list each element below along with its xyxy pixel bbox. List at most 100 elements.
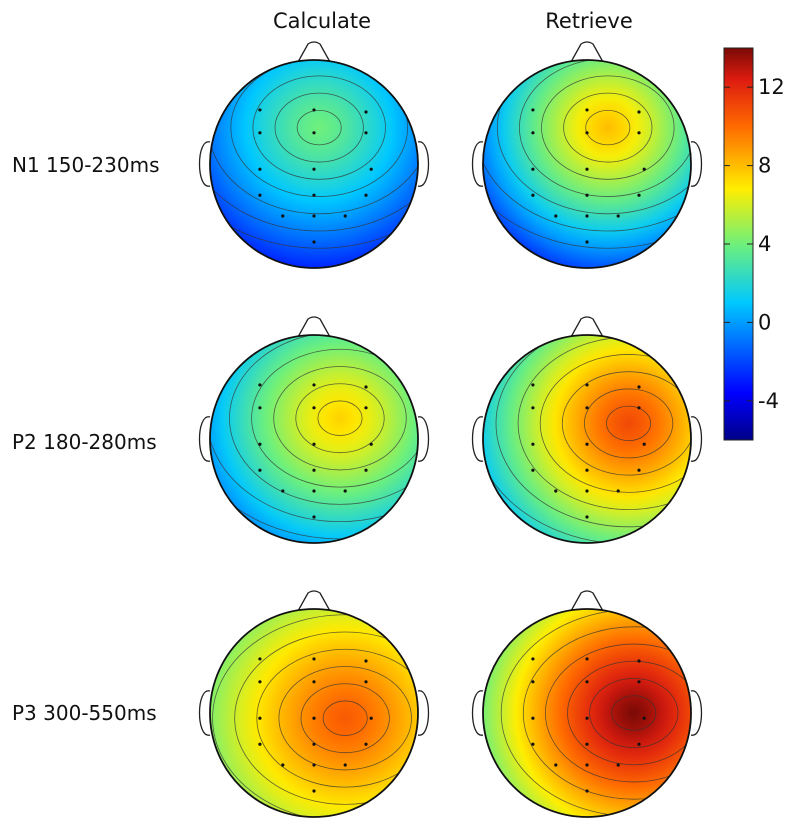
electrode-dot xyxy=(585,442,589,446)
contour-line xyxy=(496,60,691,215)
contour-line xyxy=(274,92,364,163)
electrode-dot xyxy=(637,406,641,410)
contour-line xyxy=(229,335,418,505)
electrode-dot xyxy=(585,383,589,387)
right-ear-outline xyxy=(690,416,703,462)
contour-line xyxy=(483,60,691,232)
electrode-dot xyxy=(585,240,589,244)
electrode-dot xyxy=(364,742,368,746)
electrode-dot xyxy=(312,108,316,112)
electrode-dot xyxy=(312,489,316,493)
potential-field xyxy=(483,335,691,543)
electrode-dot xyxy=(531,406,535,410)
electrode-dot xyxy=(364,131,368,135)
electrode-dot xyxy=(585,193,589,197)
electrode-dot xyxy=(531,442,535,446)
head-outline xyxy=(209,608,419,818)
electrode-dot xyxy=(531,716,535,720)
electrode-dot xyxy=(364,385,368,389)
contour-line xyxy=(589,678,679,748)
left-ear-outline xyxy=(198,690,211,736)
electrode-dot xyxy=(258,716,262,720)
electrode-dot xyxy=(531,108,535,112)
electrode-dot xyxy=(258,383,262,387)
colorbar-tick-label: 12 xyxy=(758,75,785,99)
colorbar-tick-label: 0 xyxy=(758,310,771,334)
contour-line xyxy=(300,683,390,754)
electrode-dot xyxy=(369,442,373,446)
electrode-dot xyxy=(585,214,589,218)
electrode-dot xyxy=(312,167,316,171)
electrode-dot xyxy=(637,659,641,663)
contour-line xyxy=(273,366,407,471)
electrode-dot xyxy=(637,468,641,472)
electrode-dot xyxy=(364,110,368,114)
right-ear-outline xyxy=(690,690,703,736)
electrode-dot xyxy=(585,406,589,410)
contour-line xyxy=(561,371,691,476)
contour-line xyxy=(234,631,418,805)
head-map xyxy=(198,590,430,818)
row-title-p3: P3 300-550ms xyxy=(12,701,157,725)
electrode-dot xyxy=(312,789,316,793)
contour-line xyxy=(256,648,418,788)
head-outline xyxy=(482,59,692,269)
electrode-dot xyxy=(642,442,646,446)
contour-line xyxy=(210,335,418,523)
potential-field xyxy=(210,60,418,268)
contour-line xyxy=(278,666,412,771)
electrode-dot xyxy=(258,108,262,112)
row-title-n1: N1 150-230ms xyxy=(12,153,160,177)
contour-line xyxy=(583,388,674,459)
head-outline xyxy=(209,59,419,269)
electrode-dot xyxy=(369,167,373,171)
electrode-dot xyxy=(637,193,641,197)
electrode-dot xyxy=(585,108,589,112)
column-title-retrieve: Retrieve xyxy=(545,9,633,33)
electrode-dot xyxy=(637,680,641,684)
electrode-dot xyxy=(258,406,262,410)
electrode-dot xyxy=(637,742,641,746)
electrode-dot xyxy=(343,763,347,767)
contour-line xyxy=(495,335,691,528)
electrode-dot xyxy=(364,659,368,663)
left-ear-outline xyxy=(471,416,484,462)
electrode-dot xyxy=(312,716,316,720)
electrode-dot xyxy=(258,742,262,746)
electrode-dot xyxy=(312,240,316,244)
electrode-dot xyxy=(312,131,316,135)
right-ear-outline xyxy=(417,141,430,187)
nose-outline xyxy=(297,41,331,63)
electrode-dot xyxy=(554,489,558,493)
electrode-dot xyxy=(312,193,316,197)
electrode-dot xyxy=(369,716,373,720)
potential-field xyxy=(483,60,691,268)
contour-line xyxy=(518,60,691,197)
electrode-dot xyxy=(585,131,589,135)
electrode-dot xyxy=(312,742,316,746)
electrode-dot xyxy=(281,763,285,767)
electrode-dot xyxy=(258,193,262,197)
electrode-dot xyxy=(642,167,646,171)
left-ear-outline xyxy=(198,141,211,187)
electrode-dot xyxy=(616,214,620,218)
electrode-dot xyxy=(312,680,316,684)
contour-line xyxy=(611,695,657,731)
nose-outline xyxy=(570,590,604,612)
nose-outline xyxy=(297,316,331,338)
contour-line xyxy=(251,348,418,488)
electrode-dot xyxy=(531,167,535,171)
electrode-dot xyxy=(585,742,589,746)
electrode-dot xyxy=(312,468,316,472)
contour-line xyxy=(230,60,409,197)
potential-field xyxy=(210,335,418,543)
electrode-dot xyxy=(616,763,620,767)
nose-outline xyxy=(570,316,604,338)
head-map xyxy=(471,41,703,269)
electrode-dot xyxy=(343,214,347,218)
head-map xyxy=(198,41,430,269)
electrode-dot xyxy=(364,193,368,197)
electrode-dot xyxy=(258,680,262,684)
electrode-dot xyxy=(637,131,641,135)
